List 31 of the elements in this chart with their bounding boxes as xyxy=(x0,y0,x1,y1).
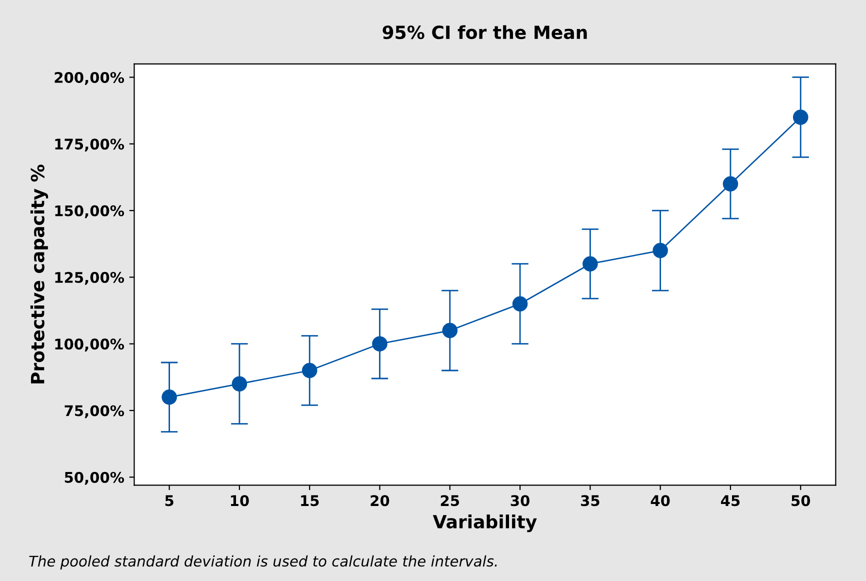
y-tick-label: 125,00% xyxy=(55,272,124,285)
x-tick-label: 25 xyxy=(440,495,460,506)
x-axis-title: Variability xyxy=(432,514,537,532)
y-tick-label: 150,00% xyxy=(55,205,124,218)
y-tick-label: 50,00% xyxy=(64,472,124,485)
point xyxy=(442,322,458,338)
point xyxy=(652,242,668,258)
text: The pooled standard deviation is used to calculate the intervals. xyxy=(29,555,497,570)
x-tick-label: 10 xyxy=(230,495,249,506)
x-tick-label: 5 xyxy=(165,495,174,506)
point xyxy=(512,296,528,312)
x-tick-label: 20 xyxy=(370,495,390,506)
x-tick-label: 40 xyxy=(650,495,670,506)
point xyxy=(582,256,598,272)
y-tick-label: 100,00% xyxy=(55,338,124,352)
point xyxy=(792,110,808,125)
y-tick-label: 75,00% xyxy=(64,405,124,418)
x-tick-label: 15 xyxy=(301,495,319,506)
point xyxy=(372,336,388,352)
x-tick-label: 30 xyxy=(510,495,530,506)
y-tick-label: 200,00% xyxy=(54,72,124,85)
x-tick-label: 35 xyxy=(581,495,600,506)
point xyxy=(232,376,248,392)
point xyxy=(162,390,177,405)
x-tick-label: 45 xyxy=(720,495,740,506)
y-tick-label: 175,00% xyxy=(55,138,124,152)
x-tick-label: 50 xyxy=(792,495,810,506)
y-axis-title: Protective capacity % xyxy=(30,164,48,384)
chart-title: 95% CI for the Mean xyxy=(382,25,587,40)
point xyxy=(722,176,738,192)
point xyxy=(302,362,318,378)
